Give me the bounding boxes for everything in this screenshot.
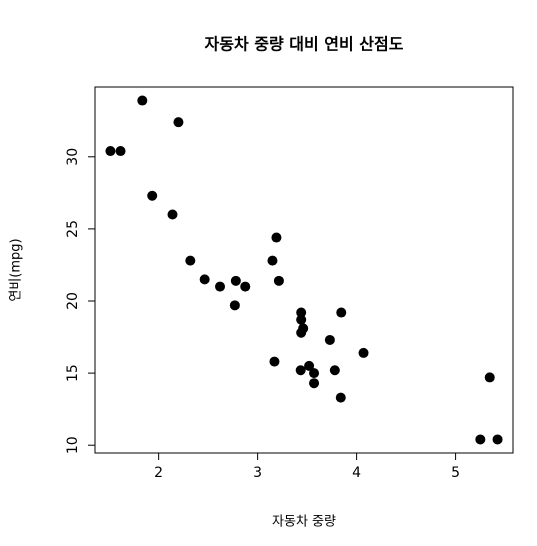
point bbox=[267, 255, 278, 266]
y-axis-label: 연비(mpg) bbox=[9, 238, 24, 301]
point bbox=[324, 334, 335, 345]
point bbox=[105, 146, 116, 157]
point bbox=[173, 117, 184, 128]
point bbox=[273, 275, 284, 286]
point bbox=[240, 281, 251, 292]
point bbox=[199, 274, 210, 285]
chart-title: 자동차 중량 대비 연비 산점도 bbox=[205, 35, 404, 54]
point bbox=[358, 347, 369, 358]
point bbox=[269, 356, 280, 367]
x-axis-label: 자동차 중량 bbox=[272, 515, 336, 530]
point bbox=[304, 360, 315, 371]
point bbox=[309, 378, 320, 389]
point bbox=[185, 255, 196, 266]
x-tick-label: 3 bbox=[253, 465, 262, 481]
point bbox=[329, 365, 340, 376]
plot-frame bbox=[94, 86, 514, 454]
x-tick-label: 2 bbox=[154, 465, 163, 481]
point bbox=[215, 281, 226, 292]
point bbox=[296, 327, 307, 338]
point bbox=[309, 368, 320, 379]
y-tick-label: 25 bbox=[65, 220, 81, 238]
point bbox=[147, 190, 158, 201]
y-tick-label: 30 bbox=[65, 148, 81, 166]
point bbox=[296, 314, 307, 325]
x-tick-label: 4 bbox=[352, 465, 361, 481]
point bbox=[335, 392, 346, 403]
y-tick-label: 15 bbox=[65, 364, 81, 382]
point bbox=[295, 365, 306, 376]
y-tick-label: 10 bbox=[65, 436, 81, 454]
point bbox=[484, 372, 495, 383]
point bbox=[230, 275, 241, 286]
point bbox=[336, 307, 347, 318]
point bbox=[229, 300, 240, 311]
point bbox=[492, 434, 503, 445]
point bbox=[296, 307, 307, 318]
point bbox=[167, 209, 178, 220]
y-tick-label: 20 bbox=[65, 292, 81, 310]
point bbox=[475, 434, 486, 445]
point bbox=[137, 95, 148, 106]
point bbox=[115, 146, 126, 157]
point bbox=[271, 232, 282, 243]
x-tick-label: 5 bbox=[451, 465, 460, 481]
